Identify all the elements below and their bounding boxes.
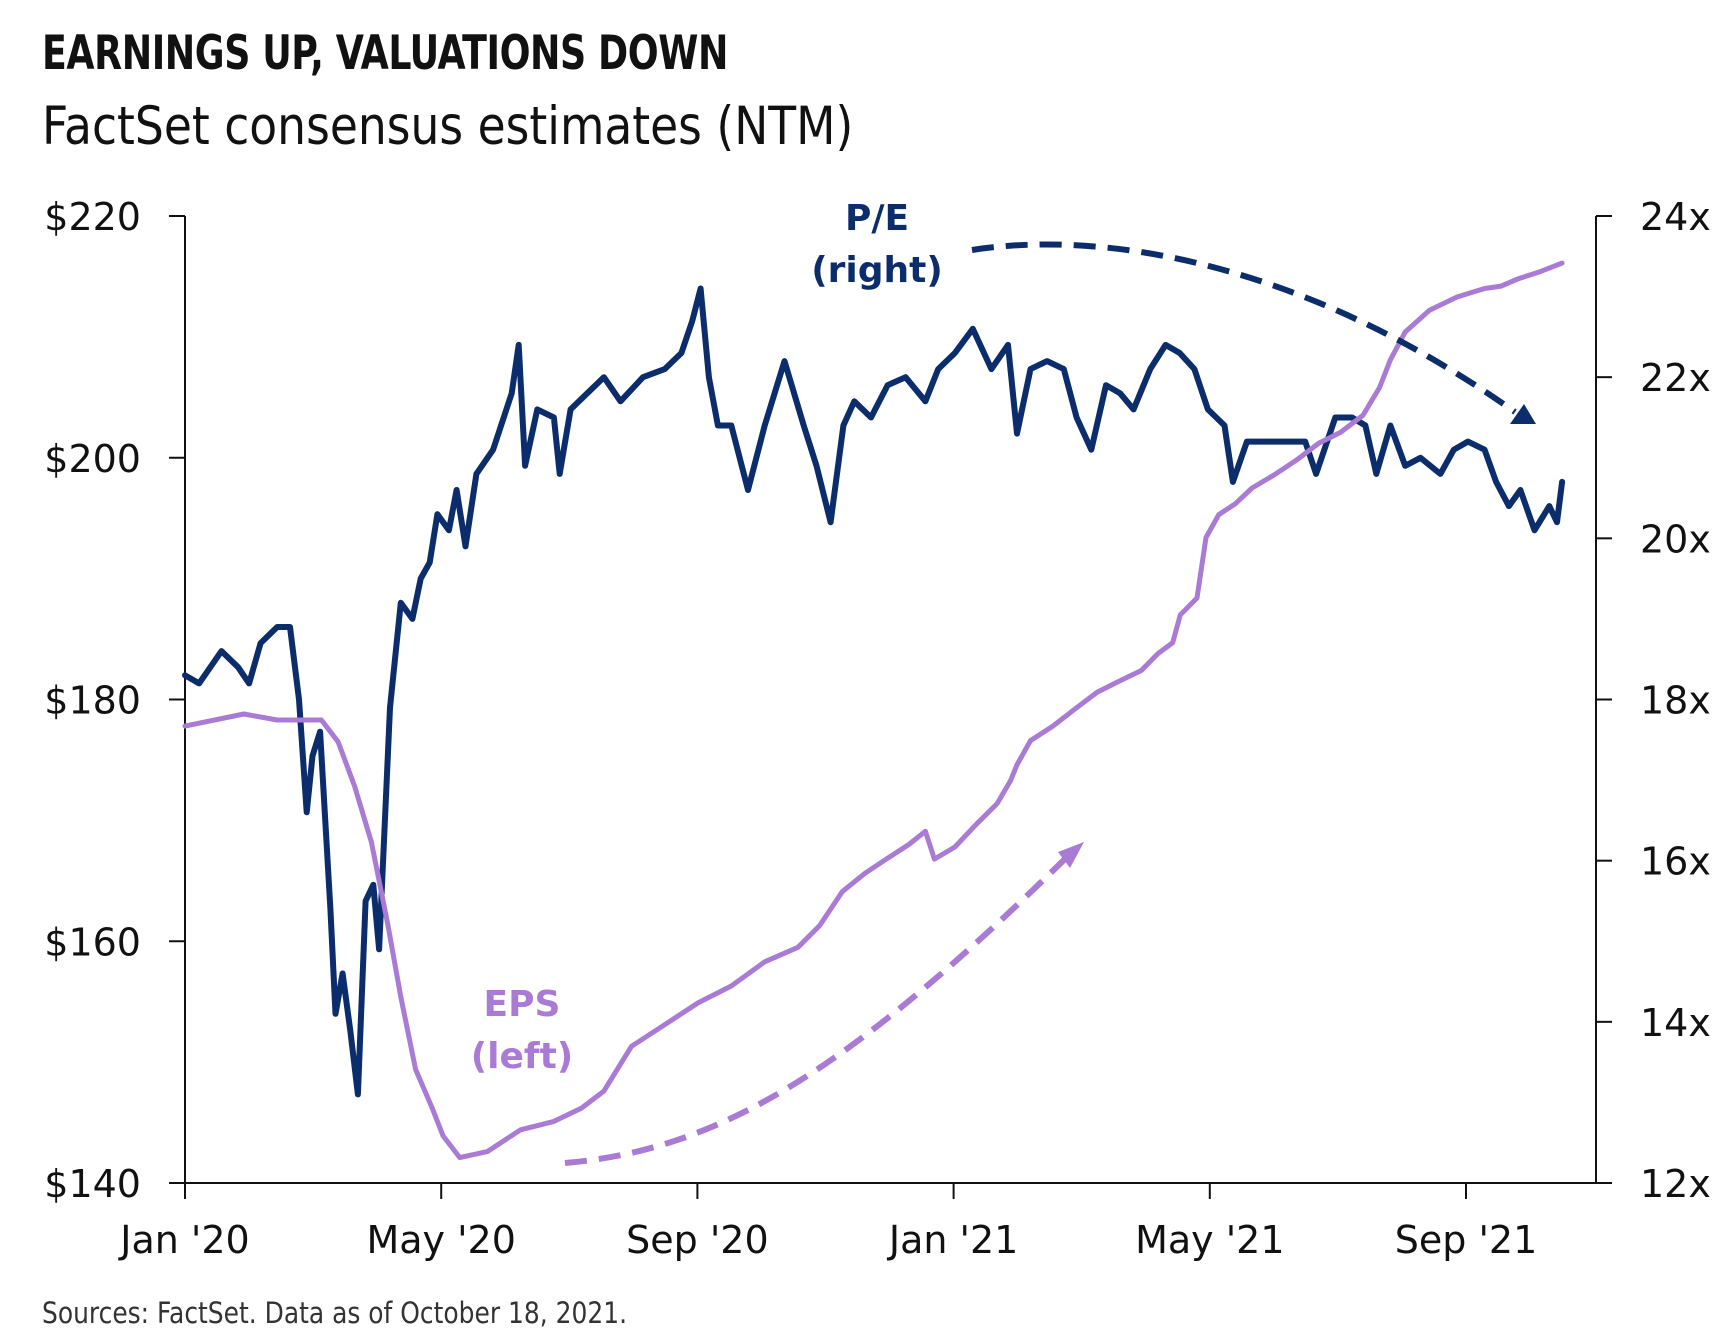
right-axis-tick-label: 22x	[1640, 356, 1711, 400]
chart-subtitle: FactSet consensus estimates (NTM)	[42, 96, 854, 157]
right-axis-tick-label: 16x	[1640, 840, 1711, 884]
right-axis-tick-label: 20x	[1640, 517, 1711, 561]
x-axis-tick-label: May '21	[1135, 1218, 1284, 1262]
x-axis-tick-label: Sep '20	[626, 1218, 769, 1262]
source-note: Sources: FactSet. Data as of October 18,…	[42, 1296, 628, 1330]
eps-series-line	[182, 260, 1565, 1161]
pe-label-axis: (right)	[811, 250, 943, 291]
x-axis-tick-label: May '20	[366, 1218, 515, 1262]
left-axis-tick-label: $160	[44, 920, 141, 964]
right-axis-tick-label: 12x	[1640, 1162, 1711, 1206]
eps-arrowhead-icon	[1058, 842, 1084, 868]
left-axis-tick-label: $200	[44, 437, 141, 481]
eps-label: EPS	[484, 984, 561, 1025]
pe-trend-arrow	[971, 241, 1517, 415]
x-axis-tick-label: Jan '21	[887, 1218, 1018, 1262]
x-axis-tick-label: Jan '20	[118, 1218, 249, 1262]
left-axis-tick-label: $220	[44, 195, 141, 239]
left-axis-tick-label: $140	[44, 1162, 141, 1206]
pe-label: P/E	[845, 198, 909, 239]
x-axis-tick-label: Sep '21	[1395, 1218, 1538, 1262]
right-axis-tick-label: 14x	[1640, 1001, 1711, 1045]
eps-label-axis: (left)	[471, 1036, 574, 1077]
chart-title: EARNINGS UP, VALUATIONS DOWN	[42, 26, 728, 81]
right-axis-tick-label: 24x	[1640, 195, 1711, 239]
right-axis-tick-label: 18x	[1640, 679, 1711, 723]
axes: $140 $160 $180 $200 $220 12x 14x 16x 18x 20x 22x 24…	[44, 195, 1711, 1262]
pe-arrowhead-icon	[1510, 404, 1536, 424]
eps-trend-arrow	[564, 853, 1071, 1166]
annotations: P/E (right) EPS (left)	[471, 198, 1536, 1166]
left-axis-tick-label: $180	[44, 679, 141, 723]
pe-series-line	[182, 285, 1566, 1098]
series-lines	[182, 260, 1566, 1161]
